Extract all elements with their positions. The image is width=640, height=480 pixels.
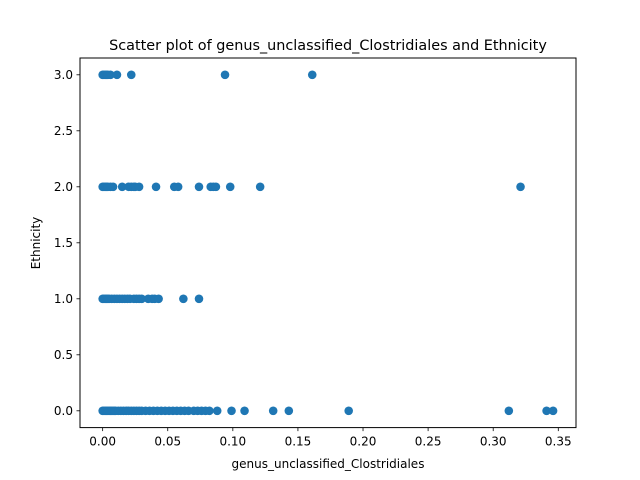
data-point bbox=[255, 182, 265, 192]
data-point bbox=[211, 182, 221, 192]
x-tick-label: 0.10 bbox=[219, 435, 246, 449]
data-point bbox=[134, 182, 144, 192]
data-point bbox=[106, 70, 115, 80]
data-point bbox=[137, 294, 147, 304]
data-point bbox=[307, 70, 317, 80]
data-point bbox=[548, 406, 558, 416]
data-point bbox=[108, 182, 118, 192]
y-tick-label: 0.5 bbox=[54, 348, 73, 362]
y-tick-label: 0.0 bbox=[54, 404, 73, 418]
data-point bbox=[194, 294, 204, 304]
y-tick-label: 2.0 bbox=[54, 180, 73, 194]
y-tick-label: 1.5 bbox=[54, 236, 73, 250]
data-point bbox=[205, 406, 214, 416]
data-point bbox=[173, 182, 183, 192]
data-point bbox=[151, 182, 161, 192]
data-point bbox=[117, 182, 127, 192]
y-axis-label: Ethnicity bbox=[29, 217, 43, 270]
x-tick-label: 0.35 bbox=[545, 435, 572, 449]
data-point bbox=[284, 406, 294, 416]
data-point bbox=[126, 70, 136, 80]
data-point bbox=[179, 294, 188, 304]
data-point bbox=[542, 406, 551, 416]
data-point bbox=[194, 182, 204, 192]
data-points bbox=[98, 70, 558, 416]
data-point bbox=[154, 294, 163, 304]
x-tick-label: 0.05 bbox=[154, 435, 181, 449]
chart-title: Scatter plot of genus_unclassified_Clost… bbox=[109, 38, 547, 54]
x-axis-label: genus_unclassified_Clostridiales bbox=[232, 457, 425, 471]
data-point bbox=[225, 182, 235, 192]
data-point bbox=[344, 406, 354, 416]
x-tick-label: 0.00 bbox=[89, 435, 116, 449]
data-point bbox=[504, 406, 514, 416]
y-tick-label: 1.0 bbox=[54, 292, 73, 306]
data-point bbox=[240, 406, 249, 416]
y-tick-label: 3.0 bbox=[54, 68, 73, 82]
data-point bbox=[516, 182, 525, 192]
x-tick-label: 0.20 bbox=[350, 435, 377, 449]
y-tick-label: 2.5 bbox=[54, 124, 73, 138]
x-tick-label: 0.30 bbox=[480, 435, 507, 449]
y-axis-ticks: 0.0 0.5 1.0 1.5 2.0 2.5 3.0 bbox=[54, 68, 80, 418]
x-tick-label: 0.15 bbox=[285, 435, 312, 449]
data-point bbox=[112, 70, 122, 80]
plot-area-frame bbox=[79, 57, 577, 429]
data-point bbox=[212, 406, 222, 416]
x-tick-label: 0.25 bbox=[415, 435, 442, 449]
x-axis-ticks: 0.00 0.05 0.10 0.15 0.20 0.25 0.30 0.35 bbox=[89, 427, 572, 449]
data-point bbox=[268, 406, 278, 416]
data-point bbox=[227, 406, 236, 416]
data-point bbox=[220, 70, 230, 80]
